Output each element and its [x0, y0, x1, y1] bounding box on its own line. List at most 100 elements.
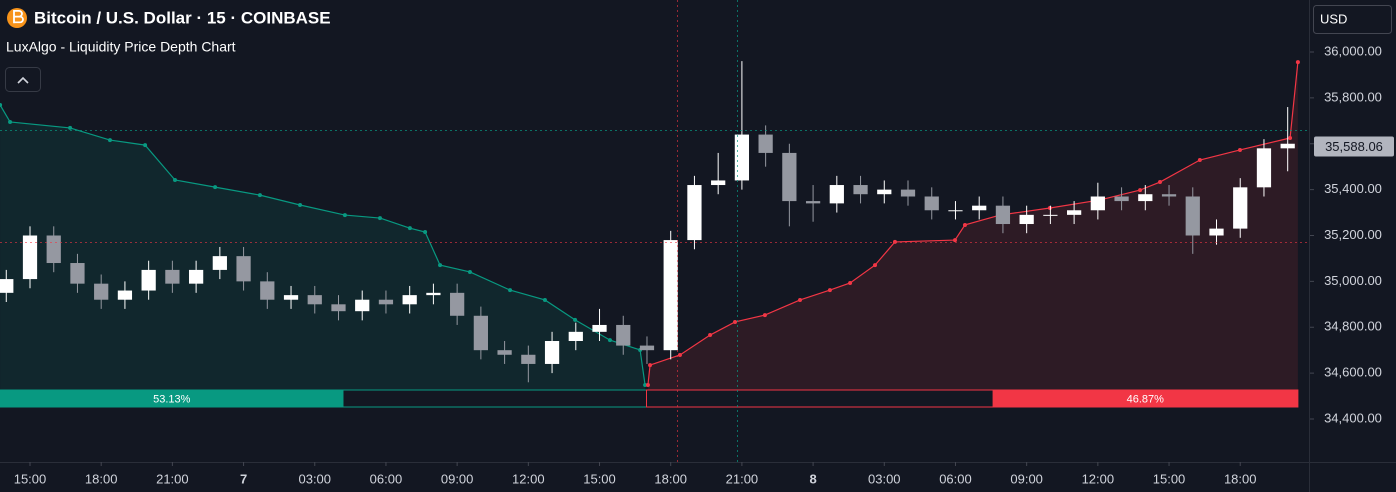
collapse-chevron [17, 76, 29, 84]
bid-depth-point [607, 338, 612, 343]
candle-body [1161, 194, 1177, 197]
ask-depth-point [708, 333, 713, 338]
ask-depth-point [848, 280, 853, 285]
ask-share-bar [992, 390, 1298, 407]
bid-depth-point [573, 317, 578, 322]
candle-body [402, 295, 417, 305]
x-tick-label: 18:00 [85, 471, 118, 486]
candle-body [900, 189, 916, 197]
bid-depth-point [378, 216, 383, 221]
candle-body [46, 235, 61, 264]
ask-depth-point [648, 363, 653, 368]
bid-depth-point [143, 143, 148, 148]
candle-body [711, 180, 726, 186]
candle-body [141, 269, 156, 291]
x-tick-label: 18:00 [1224, 471, 1257, 486]
x-tick-label: 09:00 [1010, 471, 1043, 486]
bid-depth-point [172, 177, 177, 182]
ask-depth-point [827, 288, 832, 293]
candle-body [924, 196, 939, 211]
ask-depth-point [733, 319, 738, 324]
bid-share-bar [0, 390, 344, 407]
currency-box[interactable] [1313, 5, 1392, 34]
candle-body [972, 205, 987, 211]
candle-body [592, 324, 607, 332]
candle-body [70, 263, 85, 284]
candle-body [283, 295, 299, 300]
collapse-button[interactable] [5, 67, 41, 92]
bid-depth-point [298, 202, 303, 207]
candle-body [1233, 187, 1248, 229]
bid-depth-point [438, 263, 443, 268]
x-tick-label: 06:00 [370, 471, 403, 486]
candle-body [473, 315, 488, 351]
ask-depth-point [1288, 136, 1293, 141]
y-tick-label: 34,800.00 [1324, 319, 1382, 334]
candle-body [1114, 196, 1129, 202]
ask-depth-point [677, 352, 682, 357]
bid-depth-point [68, 125, 73, 130]
candle-body [829, 185, 844, 204]
y-tick-label: 35,400.00 [1324, 181, 1382, 196]
x-tick-label: 03:00 [868, 471, 901, 486]
ask-depth-point [1138, 188, 1143, 193]
ask-depth-point [645, 383, 650, 388]
candle-body [734, 134, 750, 181]
candle-body [497, 350, 512, 355]
candle-body [687, 185, 702, 241]
last-price-label: 35,588.06 [1325, 139, 1383, 154]
candle-body [1185, 196, 1200, 236]
bid-depth-point [407, 226, 412, 231]
bid-share-label: 53.13% [153, 393, 191, 405]
indicator-name: LuxAlgo - Liquidity Price Depth Chart [6, 39, 236, 55]
candle-body [0, 279, 14, 293]
y-tick-label: 35,200.00 [1324, 227, 1382, 242]
ask-depth-point [1197, 158, 1202, 163]
candle-body [1066, 210, 1082, 215]
candle-body [663, 240, 678, 351]
candle-body [1138, 194, 1153, 202]
ask-depth-point [892, 239, 897, 244]
last-price-box [1314, 136, 1394, 157]
bid-depth-point [107, 138, 112, 143]
candle-body [805, 201, 821, 204]
candle-body [1209, 228, 1224, 236]
candle-body [521, 354, 536, 364]
x-tick-label: 21:00 [156, 471, 189, 486]
y-tick-label: 35,000.00 [1324, 273, 1382, 288]
ask-depth-point [962, 222, 967, 227]
candle-body [1043, 214, 1058, 216]
x-tick-label: 15:00 [14, 471, 47, 486]
x-tick-label: 21:00 [726, 471, 759, 486]
y-tick-label: 35,800.00 [1324, 89, 1382, 104]
bid-depth-point [467, 269, 472, 274]
candle-body [22, 235, 38, 280]
bid-depth-point [508, 288, 513, 293]
ask-depth-point [1237, 147, 1242, 152]
candle-body [426, 292, 441, 296]
bid-depth-point [542, 297, 547, 302]
x-tick-label: 12:00 [512, 471, 545, 486]
candle-body [995, 205, 1011, 225]
candle-body [236, 256, 251, 282]
candle-body [568, 331, 583, 342]
x-tick-label: 18:00 [654, 471, 687, 486]
ask-depth-point [1295, 60, 1300, 65]
candle-body [165, 269, 180, 284]
x-tick-label: 03:00 [298, 471, 331, 486]
candle-body [1019, 214, 1034, 225]
candle-body [616, 324, 631, 346]
candle-body [450, 292, 465, 316]
x-tick-label: 09:00 [441, 471, 474, 486]
candle-body [117, 290, 133, 300]
ask-depth-area [647, 62, 1298, 391]
currency-label: USD [1320, 11, 1347, 26]
ask-depth-point [762, 313, 767, 318]
candle-body [1280, 143, 1295, 149]
x-tick-label: 8 [809, 471, 816, 486]
bid-depth-point [342, 213, 347, 218]
plot-area: 53.13% 46.87% [0, 60, 1300, 408]
candle-body [94, 283, 109, 300]
